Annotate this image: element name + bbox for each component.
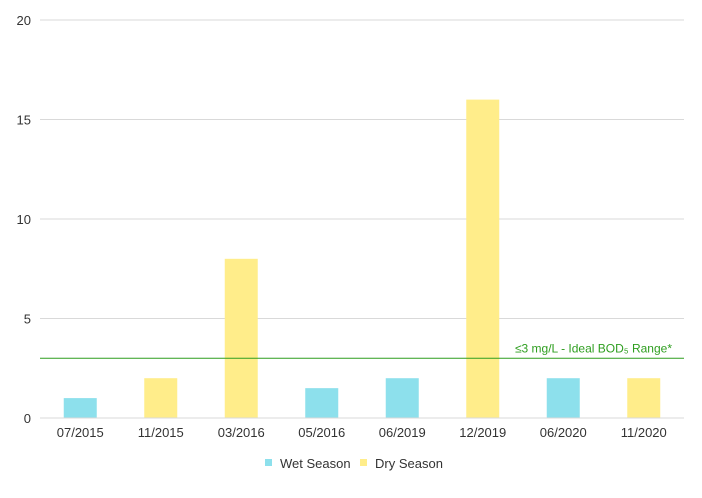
y-tick-label: 5 xyxy=(24,312,31,327)
bar xyxy=(627,378,661,418)
x-tick-label: 03/2016 xyxy=(218,425,265,440)
legend: Wet Season Dry Season xyxy=(265,456,443,471)
bar xyxy=(63,398,97,418)
bar xyxy=(466,99,500,418)
bar xyxy=(144,378,178,418)
y-axis-ticks: 0 5 10 15 20 xyxy=(17,13,31,426)
reference-line-group: ≤3 mg/L - Ideal BOD₅ Range* xyxy=(40,341,684,359)
gridlines xyxy=(40,19,684,319)
y-tick-label: 10 xyxy=(17,212,31,227)
bar xyxy=(224,258,258,418)
legend-item: Wet Season xyxy=(265,456,351,471)
x-tick-label: 06/2019 xyxy=(379,425,426,440)
bars xyxy=(63,99,661,418)
y-tick-label: 15 xyxy=(17,113,31,128)
bar xyxy=(305,388,339,418)
x-tick-label: 11/2015 xyxy=(138,425,184,440)
x-tick-label: 11/2020 xyxy=(621,425,667,440)
reference-line-label: ≤3 mg/L - Ideal BOD₅ Range* xyxy=(515,341,672,355)
legend-swatch xyxy=(265,459,272,466)
y-tick-label: 20 xyxy=(17,13,31,28)
legend-item: Dry Season xyxy=(360,456,443,471)
x-tick-label: 06/2020 xyxy=(540,425,587,440)
x-tick-label: 07/2015 xyxy=(57,425,104,440)
legend-label: Dry Season xyxy=(375,456,443,471)
x-axis-ticks: 07/2015 11/2015 03/2016 05/2016 06/2019 12/20… xyxy=(57,425,667,440)
x-tick-label: 12/2019 xyxy=(459,425,506,440)
bar xyxy=(385,378,419,418)
legend-swatch xyxy=(360,459,367,466)
legend-label: Wet Season xyxy=(280,456,351,471)
y-tick-label: 0 xyxy=(24,411,31,426)
x-tick-label: 05/2016 xyxy=(298,425,345,440)
bar xyxy=(546,378,580,418)
